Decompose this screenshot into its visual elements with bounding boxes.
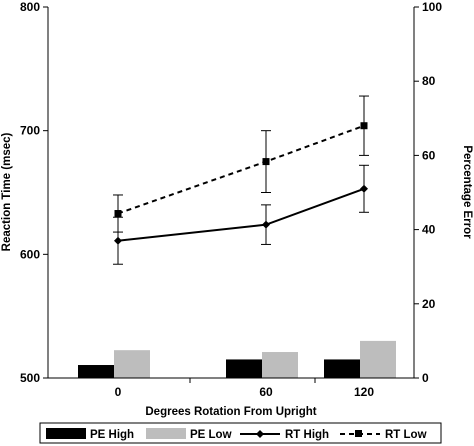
legend-label-pe-low: PE Low xyxy=(190,429,232,441)
y2-tick-label: 60 xyxy=(422,148,436,162)
y-tick-label: 500 xyxy=(20,371,40,385)
point-rt-high xyxy=(360,184,368,193)
bar-pe-low xyxy=(114,350,150,378)
legend-label-pe-high: PE High xyxy=(90,429,134,441)
ticks-layer: 500 600 700 800 0 20 40 60 80 100 0 60 120 xyxy=(20,0,442,399)
bar-pe-high xyxy=(324,359,360,378)
legend-swatch-pe-low xyxy=(146,428,186,439)
point-rt-low xyxy=(114,210,122,218)
legend-label-rt-high: RT High xyxy=(285,429,329,441)
x-axis-title: Degrees Rotation From Upright xyxy=(145,406,316,418)
y2-tick-label: 100 xyxy=(422,0,442,14)
legend-swatch-pe-high xyxy=(46,428,86,439)
legend: PE High PE Low RT High RT Low xyxy=(39,422,442,444)
y-axis-title: Reaction Time (msec) xyxy=(1,133,13,252)
point-rt-high xyxy=(262,220,270,229)
legend-label-rt-low: RT Low xyxy=(385,429,427,441)
point-rt-low xyxy=(360,122,368,130)
y-tick-label: 800 xyxy=(20,0,40,14)
axes-layer xyxy=(47,7,415,379)
x-tick-label: 0 xyxy=(115,385,122,399)
y2-axis-title: Percentage Error xyxy=(461,145,473,239)
legend-marker-rt-high xyxy=(256,430,264,438)
x-tick-label: 60 xyxy=(259,385,273,399)
line-rt-low xyxy=(117,124,365,215)
y2-tick-label: 0 xyxy=(422,371,429,385)
y-tick-label: 700 xyxy=(20,124,40,138)
y2-tick-label: 40 xyxy=(422,223,436,237)
line-rt-high xyxy=(117,187,365,242)
bar-pe-low xyxy=(360,340,396,378)
x-tick-label: 120 xyxy=(354,385,374,399)
bars-layer xyxy=(78,340,396,378)
point-rt-low xyxy=(262,158,270,166)
bar-pe-low xyxy=(262,352,298,378)
legend-marker-rt-low xyxy=(355,430,362,437)
y2-tick-label: 80 xyxy=(422,74,436,88)
point-rt-high xyxy=(114,236,122,245)
y2-tick-label: 20 xyxy=(422,297,436,311)
bar-pe-high xyxy=(78,365,114,378)
bar-pe-high xyxy=(226,359,262,378)
y-tick-label: 600 xyxy=(20,247,40,261)
lines-layer xyxy=(113,95,369,265)
